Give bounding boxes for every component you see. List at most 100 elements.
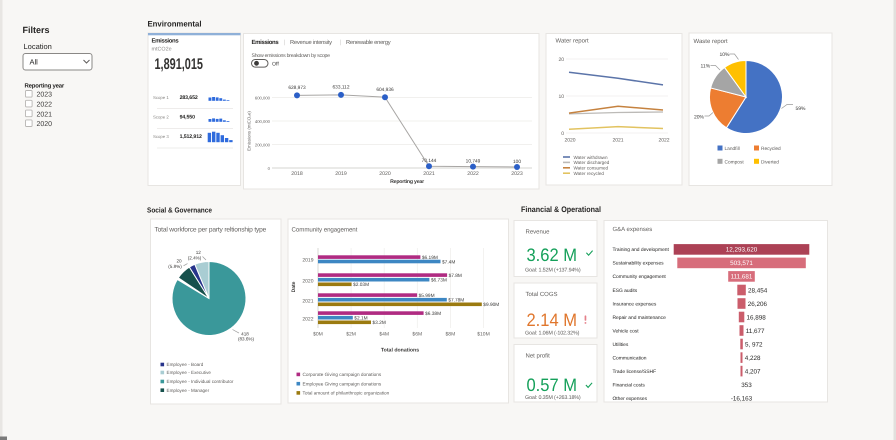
- svg-text:Compost: Compost: [725, 159, 745, 165]
- svg-text:$6.19M: $6.19M: [422, 255, 438, 261]
- svg-text:$3.2M: $3.2M: [373, 320, 386, 326]
- svg-text:Goal: 1.52M (+137.94%): Goal: 1.52M (+137.94%): [525, 268, 581, 274]
- svg-text:5, 972: 5, 972: [745, 341, 763, 348]
- svg-text:Employee - Board: Employee - Board: [167, 362, 204, 367]
- svg-text:$9.90M: $9.90M: [483, 302, 499, 308]
- svg-text:200,000: 200,000: [255, 142, 271, 147]
- svg-text:-16,163: -16,163: [731, 395, 753, 402]
- svg-text:12: 12: [196, 250, 202, 255]
- svg-text:0: 0: [561, 131, 564, 137]
- svg-text:3.62 M: 3.62 M: [527, 245, 578, 265]
- svg-text:Community engagement: Community engagement: [613, 274, 667, 280]
- svg-text:|: |: [284, 39, 286, 46]
- svg-text:0.57 M: 0.57 M: [527, 375, 578, 395]
- svg-text:2022: 2022: [302, 317, 313, 323]
- svg-text:2022: 2022: [37, 102, 53, 109]
- svg-text:4,228: 4,228: [745, 355, 761, 362]
- svg-text:28,454: 28,454: [748, 287, 768, 294]
- svg-text:Community engagement: Community engagement: [292, 227, 358, 234]
- svg-text:2020: 2020: [564, 138, 575, 144]
- svg-text:2023: 2023: [37, 92, 53, 99]
- svg-text:1,512,912: 1,512,912: [180, 134, 202, 140]
- svg-text:Utilities: Utilities: [613, 342, 629, 348]
- svg-text:G&A expenses: G&A expenses: [613, 226, 653, 233]
- svg-text:2022: 2022: [467, 171, 479, 177]
- svg-text:Water withdrawn: Water withdrawn: [574, 155, 608, 160]
- svg-text:2.14 M: 2.14 M: [527, 310, 578, 330]
- svg-text:11,677: 11,677: [746, 328, 765, 335]
- svg-text:Renewable energy: Renewable energy: [346, 39, 391, 46]
- svg-text:$6M: $6M: [412, 332, 422, 338]
- svg-text:94,550: 94,550: [180, 115, 195, 121]
- svg-text:$7.78M: $7.78M: [448, 298, 464, 304]
- svg-text:$4M: $4M: [379, 332, 389, 338]
- svg-text:503,571: 503,571: [730, 260, 753, 267]
- svg-text:ESG audits: ESG audits: [613, 288, 638, 294]
- svg-text:Scope 3: Scope 3: [153, 134, 169, 139]
- svg-text:0: 0: [268, 166, 271, 171]
- svg-text:Show emissions breakdown by sc: Show emissions breakdown by scope: [252, 53, 331, 59]
- svg-text:Waste report: Waste report: [694, 38, 728, 45]
- svg-text:Water discharged: Water discharged: [574, 160, 610, 165]
- svg-text:Scope 2: Scope 2: [153, 115, 169, 120]
- svg-text:$2M: $2M: [346, 332, 356, 338]
- svg-text:Reporting year: Reporting year: [25, 83, 65, 90]
- svg-text:$5.99M: $5.99M: [419, 293, 435, 299]
- svg-text:Corporate Giving campaign dona: Corporate Giving campaign donations: [303, 372, 382, 377]
- svg-text:Location: Location: [24, 42, 52, 51]
- svg-text:Recycled: Recycled: [761, 146, 781, 152]
- svg-text:Goal: 1.06M (-102.32%): Goal: 1.06M (-102.32%): [525, 331, 580, 337]
- svg-text:Emissions (mtCO₂e): Emissions (mtCO₂e): [247, 111, 252, 151]
- svg-text:Filters: Filters: [23, 25, 50, 35]
- svg-text:59%: 59%: [796, 106, 807, 112]
- svg-text:Insurance expenses: Insurance expenses: [613, 301, 657, 307]
- svg-text:Water consumed: Water consumed: [574, 166, 609, 171]
- svg-text:Communication: Communication: [613, 355, 647, 361]
- svg-text:20: 20: [558, 57, 564, 63]
- svg-text:(83.6%): (83.6%): [238, 337, 255, 342]
- svg-text:628,973: 628,973: [288, 85, 306, 91]
- svg-text:Employee - Individual contribu: Employee - Individual contributor: [167, 379, 234, 384]
- svg-text:Employee - Manager: Employee - Manager: [167, 388, 210, 393]
- svg-text:16,898: 16,898: [747, 314, 767, 321]
- svg-text:2020: 2020: [379, 171, 391, 177]
- svg-text:$7.8M: $7.8M: [449, 273, 462, 279]
- svg-text:Financial & Operational: Financial & Operational: [521, 205, 601, 214]
- svg-text:353: 353: [741, 382, 752, 389]
- svg-text:1,891,015: 1,891,015: [155, 56, 204, 73]
- svg-text:$2.03M: $2.03M: [353, 282, 369, 288]
- svg-text:Training and development: Training and development: [613, 247, 670, 253]
- svg-text:11%: 11%: [701, 64, 711, 70]
- svg-text:$6.73M: $6.73M: [431, 278, 447, 284]
- svg-text:Revenue: Revenue: [526, 229, 551, 236]
- svg-text:10%: 10%: [720, 52, 731, 58]
- svg-text:Water recycled: Water recycled: [574, 171, 605, 176]
- svg-text:Reporting year: Reporting year: [390, 179, 424, 185]
- svg-text:Financial costs: Financial costs: [613, 382, 646, 388]
- svg-text:Trade license/SSHF: Trade license/SSHF: [613, 369, 657, 375]
- svg-text:Emissions: Emissions: [252, 39, 280, 46]
- svg-text:Diverted: Diverted: [761, 159, 779, 165]
- svg-text:2019: 2019: [302, 258, 313, 264]
- svg-text:Other expenses: Other expenses: [613, 396, 648, 402]
- svg-text:111,681: 111,681: [731, 274, 753, 281]
- svg-text:Total amount of philanthropic: Total amount of philanthropic organizati…: [303, 391, 390, 396]
- svg-text:$6.38M: $6.38M: [425, 311, 441, 317]
- svg-text:Scope 1: Scope 1: [153, 95, 169, 100]
- svg-text:418: 418: [241, 332, 249, 337]
- svg-text:2019: 2019: [335, 171, 347, 177]
- svg-text:20%: 20%: [694, 115, 705, 121]
- svg-text:283,652: 283,652: [180, 95, 198, 101]
- svg-text:600,000: 600,000: [255, 95, 271, 100]
- svg-text:2020: 2020: [302, 279, 313, 285]
- svg-text:$10M: $10M: [477, 332, 490, 338]
- svg-text:$2.1M: $2.1M: [354, 316, 367, 322]
- svg-text:2021: 2021: [612, 138, 623, 144]
- svg-text:2018: 2018: [291, 171, 303, 177]
- svg-text:2022: 2022: [658, 138, 669, 144]
- svg-text:Repair and maintenance: Repair and maintenance: [613, 315, 667, 321]
- svg-text:100: 100: [513, 159, 521, 165]
- svg-text:604,936: 604,936: [376, 87, 394, 93]
- svg-text:2023: 2023: [511, 171, 523, 177]
- svg-text:Total donations: Total donations: [381, 348, 419, 354]
